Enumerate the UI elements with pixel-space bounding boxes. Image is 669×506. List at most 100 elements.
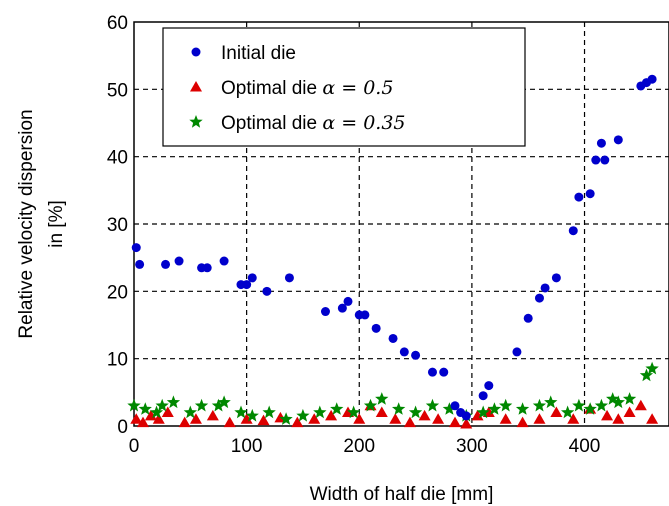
data-point — [442, 402, 456, 415]
data-point — [166, 395, 181, 409]
y-tick-label: 60 — [107, 13, 128, 34]
data-point — [499, 413, 512, 424]
legend-entry-math: α = 0.5 — [322, 77, 393, 99]
data-point — [432, 413, 445, 424]
data-point — [161, 406, 174, 418]
data-point — [155, 398, 169, 412]
data-point — [449, 416, 461, 428]
data-point — [532, 398, 547, 412]
data-point — [561, 405, 575, 419]
data-point — [234, 405, 248, 419]
data-point — [389, 413, 402, 424]
y-axis-label-line-1: Relative velocity dispersion — [16, 109, 37, 338]
data-point — [450, 401, 460, 411]
data-point — [152, 413, 165, 424]
data-point — [211, 398, 226, 412]
data-point — [206, 409, 219, 421]
y-tick-label: 0 — [117, 417, 128, 438]
data-point — [606, 392, 620, 405]
data-point — [174, 256, 184, 266]
x-axis-label: Width of half die [mm] — [310, 484, 494, 505]
data-point — [647, 74, 657, 84]
data-point — [418, 409, 431, 421]
data-point — [347, 405, 361, 419]
legend-entry: Initial die — [221, 43, 296, 64]
data-point — [371, 323, 381, 333]
data-point — [360, 310, 370, 320]
y-tick-label: 50 — [107, 80, 128, 101]
data-point — [515, 402, 530, 415]
data-point — [567, 413, 580, 424]
data-point — [484, 381, 494, 391]
data-point — [242, 280, 252, 290]
data-point — [612, 413, 625, 424]
y-axis-label-line-2: in [%] — [46, 200, 67, 248]
legend-entry-prefix: Initial die — [221, 43, 296, 64]
data-point — [325, 409, 338, 421]
data-point — [461, 411, 471, 421]
data-point — [591, 155, 601, 165]
data-point — [572, 398, 586, 412]
x-tick-label: 0 — [129, 436, 140, 457]
y-tick-label: 20 — [107, 282, 128, 303]
data-point — [375, 406, 388, 418]
data-point — [130, 413, 143, 424]
legend-marker — [191, 47, 201, 57]
data-point — [622, 392, 637, 405]
data-point — [257, 414, 270, 426]
series-star-points — [127, 361, 659, 425]
data-point — [337, 303, 347, 313]
data-point — [149, 405, 164, 419]
data-point — [217, 395, 231, 409]
data-point — [202, 263, 212, 273]
legend-entry: Optimal die α = 0.35 — [221, 112, 406, 134]
legend-entry-math: α = 0.35 — [322, 112, 405, 134]
data-point — [425, 398, 440, 412]
data-point — [471, 409, 484, 421]
data-point — [240, 413, 253, 424]
data-point — [284, 273, 294, 283]
data-point — [291, 416, 304, 428]
data-point — [439, 367, 449, 377]
data-point — [138, 402, 152, 415]
x-tick-label: 300 — [456, 436, 488, 457]
data-point — [296, 408, 310, 422]
data-point — [583, 402, 597, 415]
data-point — [375, 392, 389, 405]
data-point — [427, 367, 437, 377]
data-point — [594, 398, 609, 412]
data-point — [634, 399, 647, 411]
data-point — [478, 391, 488, 401]
data-point — [623, 406, 636, 418]
x-tick-label: 400 — [569, 436, 601, 457]
data-point — [568, 226, 578, 236]
data-point — [363, 398, 378, 412]
x-tick-label: 200 — [343, 436, 375, 457]
data-point — [544, 395, 558, 409]
y-axis-label: Relative velocity dispersion in [%] — [16, 109, 67, 338]
legend-marker — [189, 115, 203, 128]
data-point — [523, 313, 533, 323]
data-point — [343, 296, 353, 306]
data-point — [476, 405, 490, 419]
x-tick-label: 100 — [231, 436, 263, 457]
data-point — [313, 405, 327, 419]
data-point — [223, 416, 236, 428]
data-point — [183, 405, 197, 419]
data-point — [178, 416, 191, 428]
data-point — [596, 138, 606, 148]
data-point — [144, 409, 157, 421]
data-point — [534, 293, 544, 303]
data-point — [247, 273, 257, 283]
data-point — [262, 405, 276, 419]
legend-entry: Optimal die α = 0.5 — [221, 77, 393, 99]
data-point — [403, 416, 416, 428]
data-points — [127, 74, 659, 429]
data-point — [408, 405, 423, 419]
series-circle-points — [131, 74, 657, 421]
data-point — [135, 259, 145, 269]
legend-entry-prefix: Optimal die — [221, 78, 322, 99]
legend-box — [162, 27, 526, 147]
data-point — [161, 259, 171, 269]
